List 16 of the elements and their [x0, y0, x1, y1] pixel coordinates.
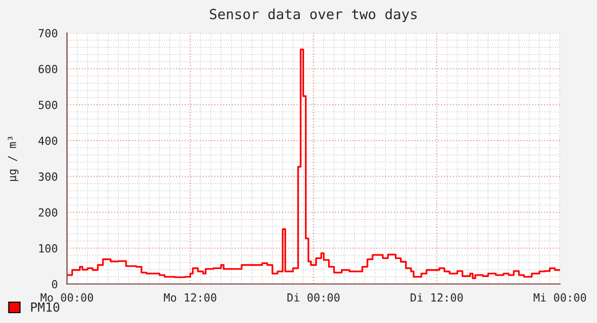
y-tick-label: 400 — [38, 136, 58, 145]
x-tick-label: Di 12:00 — [410, 293, 463, 302]
y-tick-label: 600 — [38, 64, 58, 74]
y-tick-label: 700 — [38, 29, 58, 38]
x-tick-label: Mo 12:00 — [164, 293, 216, 302]
x-tick-label: Mi 00:00 — [534, 293, 586, 302]
legend-label: PM10 — [31, 302, 60, 312]
chart-title: Sensor data over two days — [210, 8, 417, 22]
x-tick-label: Di 00:00 — [287, 293, 340, 302]
x-tick-label: Mo 00:00 — [40, 293, 94, 302]
y-tick-label: 0 — [52, 280, 58, 288]
y-tick-label: 500 — [38, 100, 58, 110]
y-tick-label: 200 — [38, 208, 58, 217]
y-tick-label: 100 — [39, 244, 58, 253]
y-tick-label: 300 — [38, 172, 58, 181]
y-axis-title: µg / m³ — [8, 136, 18, 181]
